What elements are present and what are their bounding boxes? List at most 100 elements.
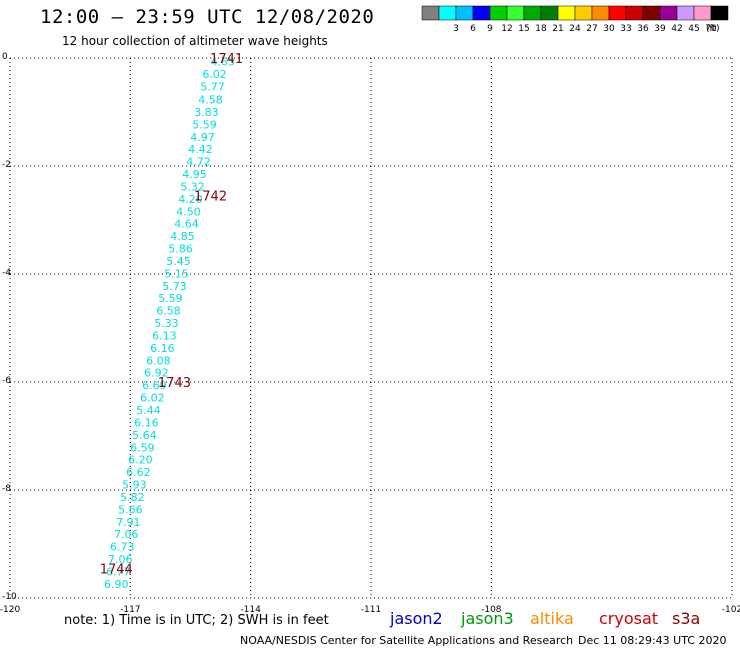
y-tick-label: -10: [2, 592, 17, 602]
time-label: 1744: [100, 562, 133, 577]
swh-value-label: 6.20: [128, 454, 153, 467]
colorbar-swatch: [506, 5, 525, 21]
swh-value-label: 5.32: [180, 180, 205, 193]
generated-timestamp: Dec 11 08:29:43 UTC 2020: [578, 634, 727, 647]
x-tick-label: -120: [0, 605, 20, 615]
credit-line: NOAA/NESDIS Center for Satellite Applica…: [240, 634, 574, 647]
colorbar-swatch: [455, 5, 474, 21]
time-label: 1741: [210, 52, 243, 67]
colorbar-swatch: [676, 5, 695, 21]
color-scale-legend: 3 6 9 12 15 18 21 24 27 30 33 36 39 42 45 70(ft): [421, 5, 729, 34]
swh-value-label: 5.64: [132, 429, 157, 442]
swh-value-label: 5.66: [118, 503, 143, 516]
colorbar-swatch: [642, 5, 661, 21]
x-tick-label: -111: [361, 605, 381, 615]
colorbar-swatch: [438, 5, 457, 21]
swh-value-label: 3.83: [194, 106, 219, 119]
satellite-s3a: s3a: [672, 609, 701, 628]
x-tick-label: -114: [240, 605, 261, 615]
swh-value-label: 4.58: [198, 94, 223, 107]
colorbar-tick-label: 6: [470, 24, 476, 34]
x-tick-label: -117: [120, 605, 140, 615]
swh-value-label: 6.13: [152, 329, 177, 342]
swh-value-label: 7.06: [108, 553, 133, 566]
colorbar-tick-label: 9: [487, 24, 493, 34]
swh-value-label: 6.92: [144, 367, 169, 380]
colorbar-swatch: [574, 5, 593, 21]
colorbar-swatch: [557, 5, 576, 21]
swh-values: 4.656.025.774.583.835.594.974.424.724.95…: [104, 56, 235, 591]
swh-value-label: 6.08: [146, 354, 171, 367]
satellite-jason3: jason3: [461, 609, 514, 628]
satellite-cryosat: cryosat: [599, 609, 659, 628]
colorbar-tick-label: 70: [705, 24, 717, 34]
satellite-altika: altika: [530, 609, 574, 628]
colorbar-tick-label: 42: [671, 24, 682, 34]
colorbar-tick-label: 15: [518, 24, 529, 34]
swh-value-label: 6.02: [202, 68, 227, 81]
colorbar-tick-label: 36: [637, 24, 649, 34]
y-tick-label: -8: [2, 484, 11, 494]
time-labels: 1741 1742 1743 1744: [100, 52, 243, 577]
colorbar-swatch: [659, 5, 678, 21]
colorbar-swatch: [591, 5, 610, 21]
colorbar-swatch: [489, 5, 508, 21]
colorbar-tick-label: 12: [501, 24, 512, 34]
swh-value-label: 4.42: [188, 143, 213, 156]
swh-value-label: 5.93: [122, 479, 147, 492]
colorbar-swatch: [608, 5, 627, 21]
swh-value-label: 7.06: [114, 528, 139, 541]
lat-lon-grid: [9, 57, 733, 599]
swh-value-label: 5.59: [158, 292, 183, 305]
colorbar-swatch: [540, 5, 559, 21]
swh-value-label: 4.97: [190, 131, 215, 144]
swh-value-label: 6.16: [150, 342, 175, 355]
y-tick-label: 0: [2, 52, 8, 62]
swh-value-label: 5.77: [200, 81, 225, 94]
colorbar-units: (ft): [706, 24, 720, 34]
swh-value-label: 6.73: [110, 541, 135, 554]
swh-value-label: 5.33: [154, 317, 179, 330]
swh-value-label: 4.64: [174, 218, 199, 231]
colorbar-tick-label: 18: [535, 24, 547, 34]
swh-value-label: 6.59: [130, 441, 155, 454]
time-label: 1742: [194, 190, 227, 205]
axis-tick-labels: -120 -117 -114 -111 -108 -102 0 -2 -4 -6 -8 -10: [0, 52, 740, 615]
colorbar-tick-label: 24: [569, 24, 581, 34]
time-label: 1743: [158, 376, 191, 391]
swh-value-label: 4.85: [170, 230, 195, 243]
colorbar-tick-label: 33: [620, 24, 631, 34]
colorbar-tick-label: 27: [586, 24, 597, 34]
swh-value-label: 4.20: [178, 193, 203, 206]
swh-value-label: 6.62: [126, 466, 151, 479]
x-tick-label: -102: [722, 605, 740, 615]
y-tick-label: -4: [2, 268, 11, 278]
swh-value-label: 6.02: [140, 392, 165, 405]
swh-value-label: 4.72: [186, 156, 211, 169]
y-tick-label: -2: [2, 160, 11, 170]
colorbar-tick-label: 30: [603, 24, 615, 34]
satellite-jason2: jason2: [390, 609, 443, 628]
colorbar-tick-label: 21: [552, 24, 563, 34]
colorbar-swatch: [421, 5, 440, 21]
colorbar-swatch: [693, 5, 712, 21]
swh-value-label: 7.91: [116, 516, 141, 529]
colorbar-tick-label: 45: [688, 24, 699, 34]
swh-value-label: 5.82: [120, 491, 145, 504]
swh-value-label: 6.69: [142, 379, 167, 392]
swh-value-label: 6.58: [156, 305, 181, 318]
swh-value-label: 5.45: [166, 255, 191, 268]
swh-value-label: 4.50: [176, 205, 201, 218]
swh-value-label: 4.95: [182, 168, 207, 181]
chart-subtitle: 12 hour collection of altimeter wave hei…: [62, 34, 328, 48]
colorbar-swatch: [710, 5, 729, 21]
swh-value-label: 4.65: [210, 56, 235, 69]
footnote: note: 1) Time is in UTC; 2) SWH is in fe…: [64, 613, 329, 628]
swh-value-label: 6.90: [104, 578, 129, 591]
swh-value-label: 5.59: [192, 118, 217, 131]
swh-value-label: 5.73: [162, 280, 187, 293]
colorbar-swatch: [472, 5, 491, 21]
swh-value-label: 5.44: [136, 404, 161, 417]
colorbar-tick-label: 39: [654, 24, 666, 34]
